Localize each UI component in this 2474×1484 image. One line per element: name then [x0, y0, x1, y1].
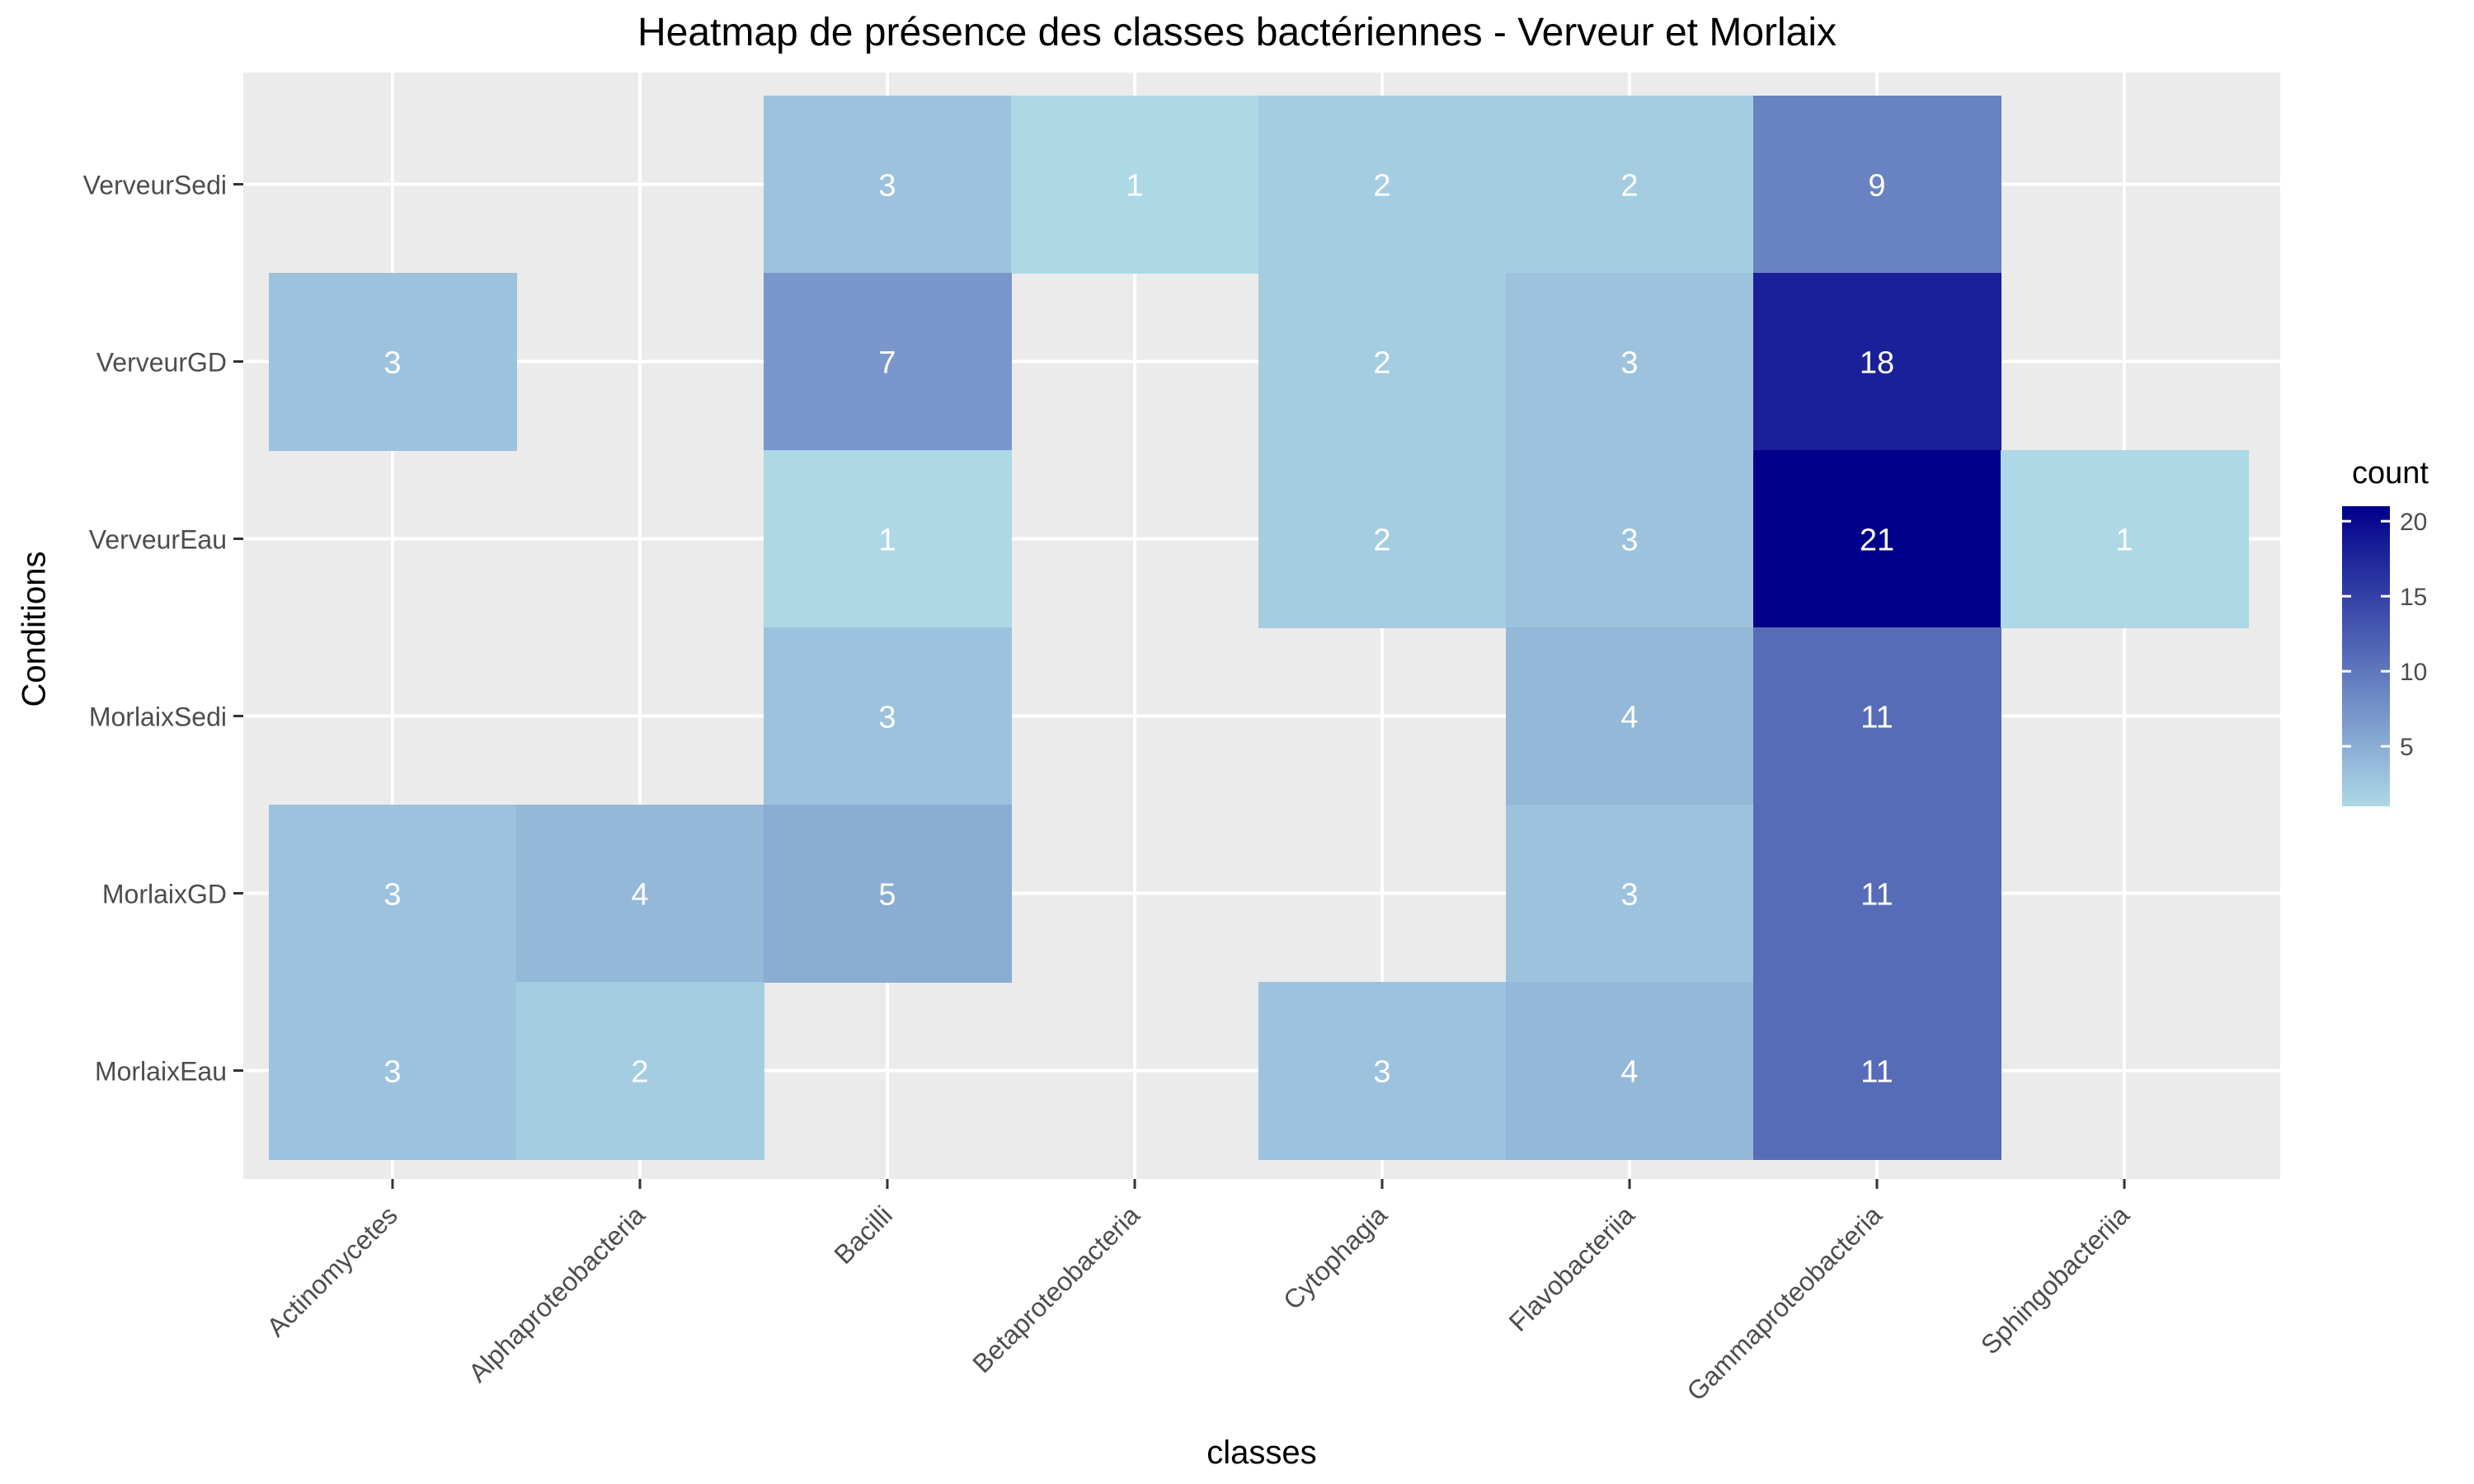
x-tick-label: Betaproteobacteria [967, 1200, 1145, 1378]
heatmap-cell-verveurgd-gammaproteobacteria [1753, 273, 2001, 451]
y-tick-label: VerveurSedi [83, 171, 227, 200]
cell-value-label: 3 [878, 701, 896, 735]
y-tick-label: MorlaixEau [95, 1057, 227, 1087]
cell-value-label: 2 [631, 1055, 648, 1090]
cell-value-label: 7 [878, 346, 896, 381]
x-tick-label: Gammaproteobacteria [1681, 1200, 1888, 1407]
heatmap-cell-morlaixsedi-bacilli [764, 627, 1012, 805]
heatmap-cell-morlaixeau-alphaproteobacteria [516, 982, 764, 1160]
heatmap-cell-verveursedi-bacilli [764, 96, 1012, 274]
heatmap-cell-verveursedi-gammaproteobacteria [1753, 96, 2001, 274]
cell-value-label: 11 [1860, 701, 1893, 735]
heatmap-cell-morlaixgd-flavobacteriia [1506, 805, 1754, 983]
legend-color-bar [2342, 506, 2390, 806]
cell-value-label: 4 [631, 878, 648, 913]
heatmap-cell-morlaixeau-flavobacteriia [1506, 982, 1754, 1160]
cell-value-label: 18 [1860, 346, 1894, 381]
heatmap-cell-verveurgd-actinomycetes [269, 273, 517, 451]
legend-tick-label: 15 [2400, 584, 2427, 611]
legend-tick-label: 20 [2400, 509, 2427, 536]
heatmap-cell-morlaixgd-actinomycetes [269, 805, 517, 983]
heatmap-cell-morlaixgd-alphaproteobacteria [516, 805, 764, 983]
cell-value-label: 9 [1868, 169, 1885, 204]
heatmap-cell-verveursedi-betaproteobacteria [1011, 96, 1259, 274]
x-tick-label: Bacilli [828, 1200, 898, 1270]
heatmap-cell-verveureau-flavobacteriia [1506, 450, 1754, 628]
heatmap-cell-verveureau-gammaproteobacteria [1753, 450, 2001, 628]
cell-value-label: 3 [1620, 524, 1638, 558]
heatmap-cell-morlaixeau-cytophagia [1258, 982, 1507, 1160]
chart-title: Heatmap de présence des classes bactérie… [637, 11, 1837, 54]
cell-value-label: 3 [1620, 346, 1638, 381]
y-tick-label: VerveurEau [89, 525, 227, 555]
heatmap-cell-morlaixgd-gammaproteobacteria [1753, 805, 2001, 983]
cell-value-label: 11 [1860, 878, 1893, 913]
legend-tick-label: 5 [2400, 734, 2414, 761]
cell-value-label: 3 [383, 1055, 401, 1090]
y-tick-label: VerveurGD [96, 348, 227, 378]
cell-value-label: 4 [1620, 1055, 1638, 1090]
heatmap-cell-verveursedi-flavobacteriia [1506, 96, 1754, 274]
legend-title: count [2352, 456, 2429, 491]
cell-value-label: 5 [878, 878, 896, 913]
heatmap-cell-verveureau-cytophagia [1258, 450, 1507, 628]
heatmap-cell-morlaixgd-bacilli [764, 805, 1012, 983]
heatmap-cell-verveurgd-flavobacteriia [1506, 273, 1754, 451]
x-tick-label: Flavobacteriia [1503, 1200, 1640, 1336]
cell-value-label: 3 [383, 878, 401, 913]
cell-value-label: 11 [1860, 1055, 1893, 1090]
x-tick-label: Alphaproteobacteria [463, 1200, 651, 1388]
heatmap-cell-verveureau-sphingobacteriia [2001, 450, 2249, 628]
x-axis-title: classes [1206, 1435, 1317, 1471]
cell-value-label: 1 [878, 524, 896, 558]
cell-value-label: 3 [878, 169, 896, 204]
heatmap-cell-verveurgd-cytophagia [1258, 273, 1507, 451]
heatmap-cell-verveursedi-cytophagia [1258, 96, 1507, 274]
cell-value-label: 3 [383, 346, 401, 381]
cell-value-label: 2 [1373, 524, 1390, 558]
x-tick-label: Sphingobacteriia [1975, 1200, 2135, 1360]
heatmap-cell-morlaixeau-gammaproteobacteria [1753, 982, 2001, 1160]
cell-value-label: 1 [2115, 524, 2133, 558]
x-tick-label: Actinomycetes [261, 1200, 403, 1342]
cell-value-label: 2 [1373, 169, 1390, 204]
y-tick-label: MorlaixGD [102, 880, 227, 909]
heatmap-cell-verveurgd-bacilli [764, 273, 1012, 451]
heatmap-cell-morlaixeau-actinomycetes [269, 982, 517, 1160]
cell-value-label: 2 [1373, 346, 1390, 381]
cell-value-label: 3 [1373, 1055, 1390, 1090]
legend-tick-label: 10 [2400, 659, 2427, 686]
cell-value-label: 21 [1860, 524, 1894, 558]
x-tick-label: Cytophagia [1277, 1200, 1393, 1315]
cell-value-label: 3 [1620, 878, 1638, 913]
heatmap-cell-morlaixsedi-gammaproteobacteria [1753, 627, 2001, 805]
cell-value-label: 2 [1620, 169, 1638, 204]
heatmap-cell-morlaixsedi-flavobacteriia [1506, 627, 1754, 805]
heatmap-cell-verveureau-bacilli [764, 450, 1012, 628]
y-tick-label: MorlaixSedi [89, 702, 227, 732]
cell-value-label: 1 [1126, 169, 1143, 204]
cell-value-label: 4 [1620, 701, 1638, 735]
